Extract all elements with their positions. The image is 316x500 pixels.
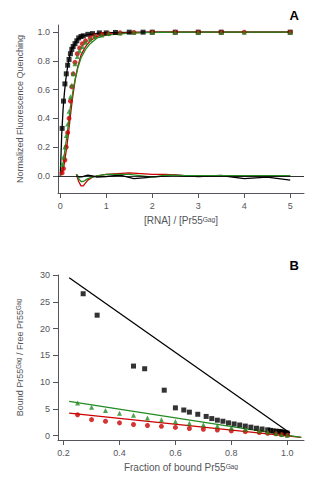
svg-text:B: B — [290, 258, 299, 273]
svg-text:2: 2 — [150, 201, 155, 211]
svg-text:0.8: 0.8 — [37, 56, 50, 66]
svg-text:Fraction of bound Pr55ᴳᵃᵍ: Fraction of bound Pr55ᴳᵃᵍ — [124, 462, 238, 473]
svg-text:3: 3 — [196, 201, 201, 211]
svg-text:0.0: 0.0 — [37, 171, 50, 181]
svg-text:0: 0 — [45, 431, 50, 441]
svg-text:1: 1 — [104, 201, 109, 211]
svg-text:[RNA] / [Pr55ᴳᵃᵍ]: [RNA] / [Pr55ᴳᵃᵍ] — [144, 215, 218, 226]
svg-text:0.6: 0.6 — [37, 85, 50, 95]
svg-text:0.6: 0.6 — [169, 448, 182, 458]
svg-text:1.0: 1.0 — [37, 27, 50, 37]
svg-text:0.8: 0.8 — [225, 448, 238, 458]
svg-text:0: 0 — [58, 201, 63, 211]
svg-text:4: 4 — [242, 201, 247, 211]
svg-text:0.2: 0.2 — [37, 142, 50, 152]
svg-text:10: 10 — [40, 377, 50, 387]
svg-text:0.4: 0.4 — [113, 448, 126, 458]
svg-text:25: 25 — [40, 297, 50, 307]
svg-text:5: 5 — [45, 404, 50, 414]
svg-text:Bound Pr55ᴳᵃᵍ / Free Pr55ᴳᵃᵍ: Bound Pr55ᴳᵃᵍ / Free Pr55ᴳᵃᵍ — [15, 298, 25, 416]
svg-text:20: 20 — [40, 324, 50, 334]
svg-text:0.2: 0.2 — [57, 448, 70, 458]
svg-text:Normalized Fluorescence Quench: Normalized Fluorescence Quenching — [15, 35, 25, 183]
svg-text:15: 15 — [40, 350, 50, 360]
svg-text:1.0: 1.0 — [281, 448, 294, 458]
svg-text:30: 30 — [40, 270, 50, 280]
svg-text:5: 5 — [288, 201, 293, 211]
svg-text:0.4: 0.4 — [37, 113, 50, 123]
svg-text:A: A — [290, 8, 300, 23]
